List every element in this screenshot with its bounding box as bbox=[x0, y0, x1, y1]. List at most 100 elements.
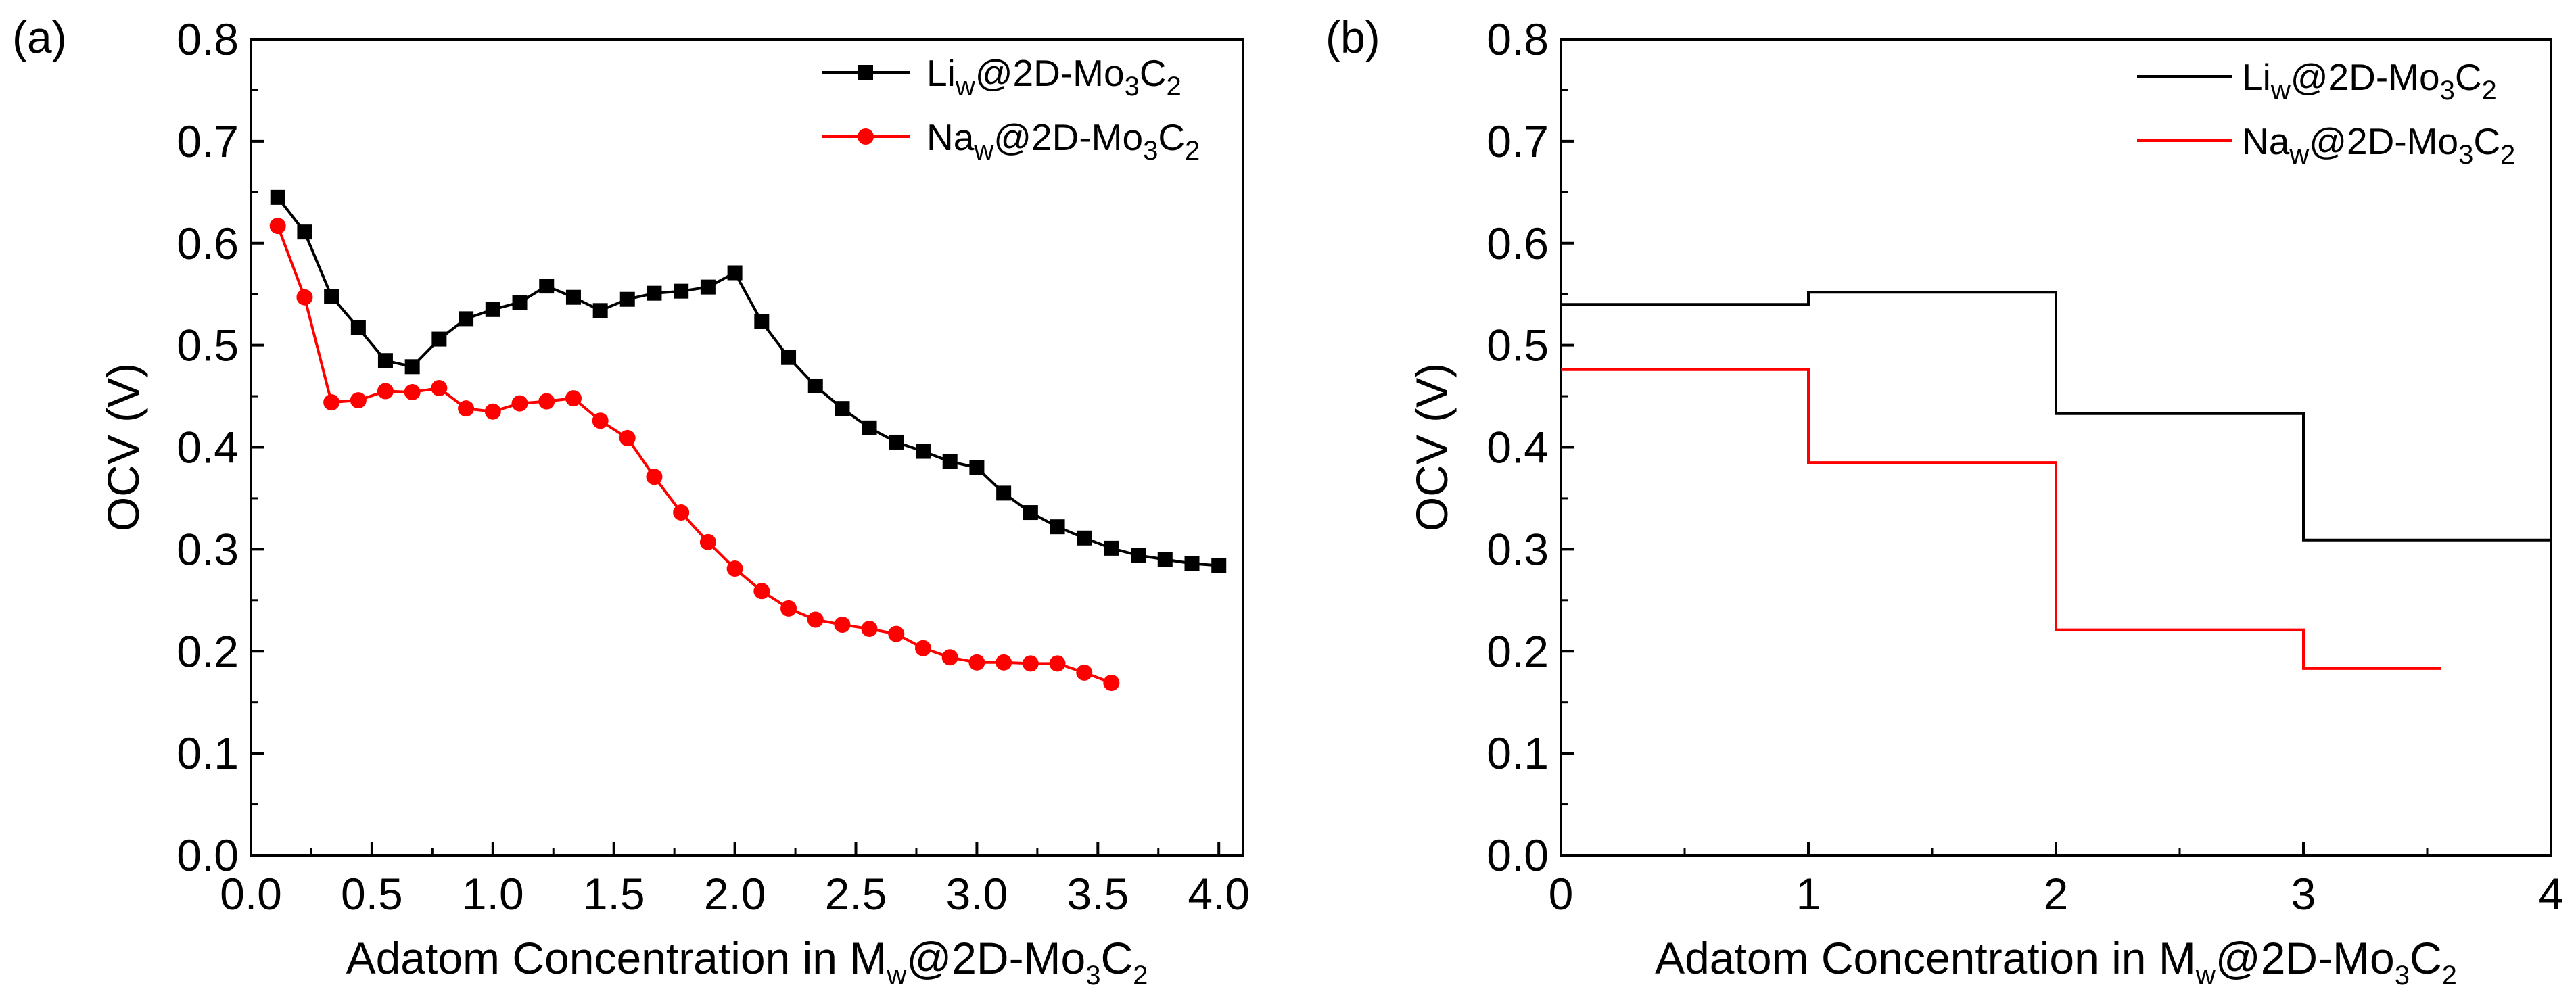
data-point-li bbox=[1184, 556, 1200, 571]
data-point-na bbox=[914, 640, 931, 656]
data-point-na bbox=[296, 289, 313, 306]
data-point-na bbox=[511, 395, 528, 412]
data-point-na bbox=[1103, 675, 1120, 692]
data-point-li bbox=[807, 378, 823, 393]
chart-panel-b: (b) 0.0 0.1 0.2 0.3 0.4 0.5 0.6 0.7 0.8 0 1 2 3 4 OCV (… bbox=[1326, 12, 2563, 990]
y-tick-label: 0.4 bbox=[177, 423, 239, 473]
data-point-li bbox=[485, 302, 500, 317]
data-point-li bbox=[754, 314, 770, 329]
data-point-li bbox=[942, 454, 958, 469]
y-tick-label: 0.1 bbox=[177, 728, 239, 778]
y-tick-label: 0.8 bbox=[177, 14, 239, 64]
y-tick-label: 0.3 bbox=[1486, 524, 1549, 574]
series-line-li bbox=[1561, 291, 2551, 542]
x-tick-label: 3.5 bbox=[1067, 869, 1129, 919]
data-point-na bbox=[1049, 655, 1066, 672]
data-point-na bbox=[699, 533, 716, 550]
series-line-li bbox=[277, 196, 1219, 567]
data-point-na bbox=[996, 654, 1012, 671]
data-point-li bbox=[727, 265, 743, 281]
data-point-na bbox=[861, 621, 878, 638]
x-tick-label: 2.0 bbox=[704, 869, 766, 919]
data-point-li bbox=[1077, 530, 1092, 546]
data-point-li bbox=[700, 279, 716, 295]
y-tick-label: 0.8 bbox=[1486, 14, 1549, 64]
series-line-na bbox=[1561, 368, 2441, 670]
data-point-li bbox=[270, 189, 285, 205]
data-point-li bbox=[969, 460, 985, 475]
data-point-li bbox=[1023, 505, 1038, 521]
y-tick-label: 0.7 bbox=[177, 116, 239, 166]
legend-label: Naw@2D-Mo3C2 bbox=[2242, 120, 2515, 170]
data-point-na bbox=[592, 412, 609, 429]
data-point-na bbox=[323, 394, 340, 411]
legend-entry-na: Naw@2D-Mo3C2 bbox=[2137, 120, 2515, 170]
legend-label: Naw@2D-Mo3C2 bbox=[927, 116, 1200, 166]
data-point-li bbox=[539, 279, 555, 294]
plot-frame bbox=[250, 38, 1244, 857]
y-tick-label: 0.0 bbox=[177, 830, 239, 880]
data-point-na bbox=[941, 649, 958, 666]
x-tick-label: 2.5 bbox=[825, 869, 887, 919]
data-point-li bbox=[324, 289, 339, 304]
data-point-na bbox=[269, 218, 286, 235]
data-point-li bbox=[565, 289, 581, 305]
x-tick-label: 0.5 bbox=[341, 869, 403, 919]
x-axis-title: Adatom Concentration in Mw@2D-Mo3C2 bbox=[1655, 933, 2457, 990]
legend-label: Liw@2D-Mo3C2 bbox=[927, 52, 1181, 101]
panel-label: (a) bbox=[12, 12, 67, 62]
data-point-na bbox=[753, 583, 770, 600]
legend-entry-li: Liw@2D-Mo3C2 bbox=[822, 52, 1181, 101]
data-point-li bbox=[1050, 519, 1065, 535]
x-axis-title: Adatom Concentration in Mw@2D-Mo3C2 bbox=[346, 933, 1148, 990]
data-point-li bbox=[1157, 552, 1173, 567]
y-axis-title: OCV (V) bbox=[1407, 363, 1457, 531]
chart-panel-a: (a) 0.0 0.1 0.2 0.3 0.4 0.5 0.6 0.7 0.8 0.0 0.5 1.0 1… bbox=[12, 12, 1250, 990]
data-point-li bbox=[431, 331, 447, 347]
data-point-na bbox=[968, 654, 985, 671]
legend-marker bbox=[858, 128, 874, 145]
data-point-li bbox=[889, 434, 904, 450]
legend-entry-na: Naw@2D-Mo3C2 bbox=[822, 116, 1200, 166]
data-point-li bbox=[915, 444, 931, 459]
data-point-na bbox=[834, 617, 851, 634]
data-point-na bbox=[780, 600, 797, 617]
series-line-na bbox=[276, 225, 1113, 684]
data-point-na bbox=[538, 393, 555, 410]
legend-label: Liw@2D-Mo3C2 bbox=[2242, 56, 2497, 105]
data-point-na bbox=[1076, 664, 1093, 681]
data-point-li bbox=[996, 485, 1012, 501]
y-tick-label: 0.5 bbox=[177, 320, 239, 370]
y-axis-title: OCV (V) bbox=[98, 363, 148, 531]
data-point-na bbox=[404, 384, 421, 401]
y-tick-label: 0.4 bbox=[1486, 423, 1549, 473]
data-point-na bbox=[350, 392, 367, 409]
data-point-li bbox=[619, 291, 635, 307]
data-point-li bbox=[377, 353, 393, 368]
x-tick-label: 3.0 bbox=[946, 869, 1008, 919]
x-tick-label: 0.0 bbox=[220, 869, 282, 919]
data-point-na bbox=[726, 560, 743, 577]
x-tick-label: 1.5 bbox=[583, 869, 645, 919]
data-point-li bbox=[592, 303, 608, 318]
y-tick-label: 0.0 bbox=[1486, 830, 1549, 880]
data-point-li bbox=[459, 311, 474, 327]
x-tick-label: 3 bbox=[2291, 869, 2316, 919]
data-point-na bbox=[673, 504, 690, 521]
x-tick-label: 0 bbox=[1549, 869, 1574, 919]
legend-marker bbox=[858, 65, 873, 80]
y-tick-label: 0.1 bbox=[1486, 728, 1549, 778]
data-point-na bbox=[377, 383, 394, 400]
x-tick-label: 1.0 bbox=[462, 869, 524, 919]
data-point-li bbox=[647, 285, 662, 301]
data-point-li bbox=[1211, 558, 1227, 573]
y-tick-label: 0.6 bbox=[1486, 218, 1549, 268]
x-tick-label: 2 bbox=[2044, 869, 2069, 919]
data-point-na bbox=[619, 429, 636, 446]
y-tick-label: 0.2 bbox=[177, 626, 239, 676]
data-point-na bbox=[458, 400, 475, 417]
x-tick-label: 4.0 bbox=[1188, 869, 1250, 919]
data-point-na bbox=[807, 611, 824, 628]
legend-entry-li: Liw@2D-Mo3C2 bbox=[2137, 56, 2497, 105]
